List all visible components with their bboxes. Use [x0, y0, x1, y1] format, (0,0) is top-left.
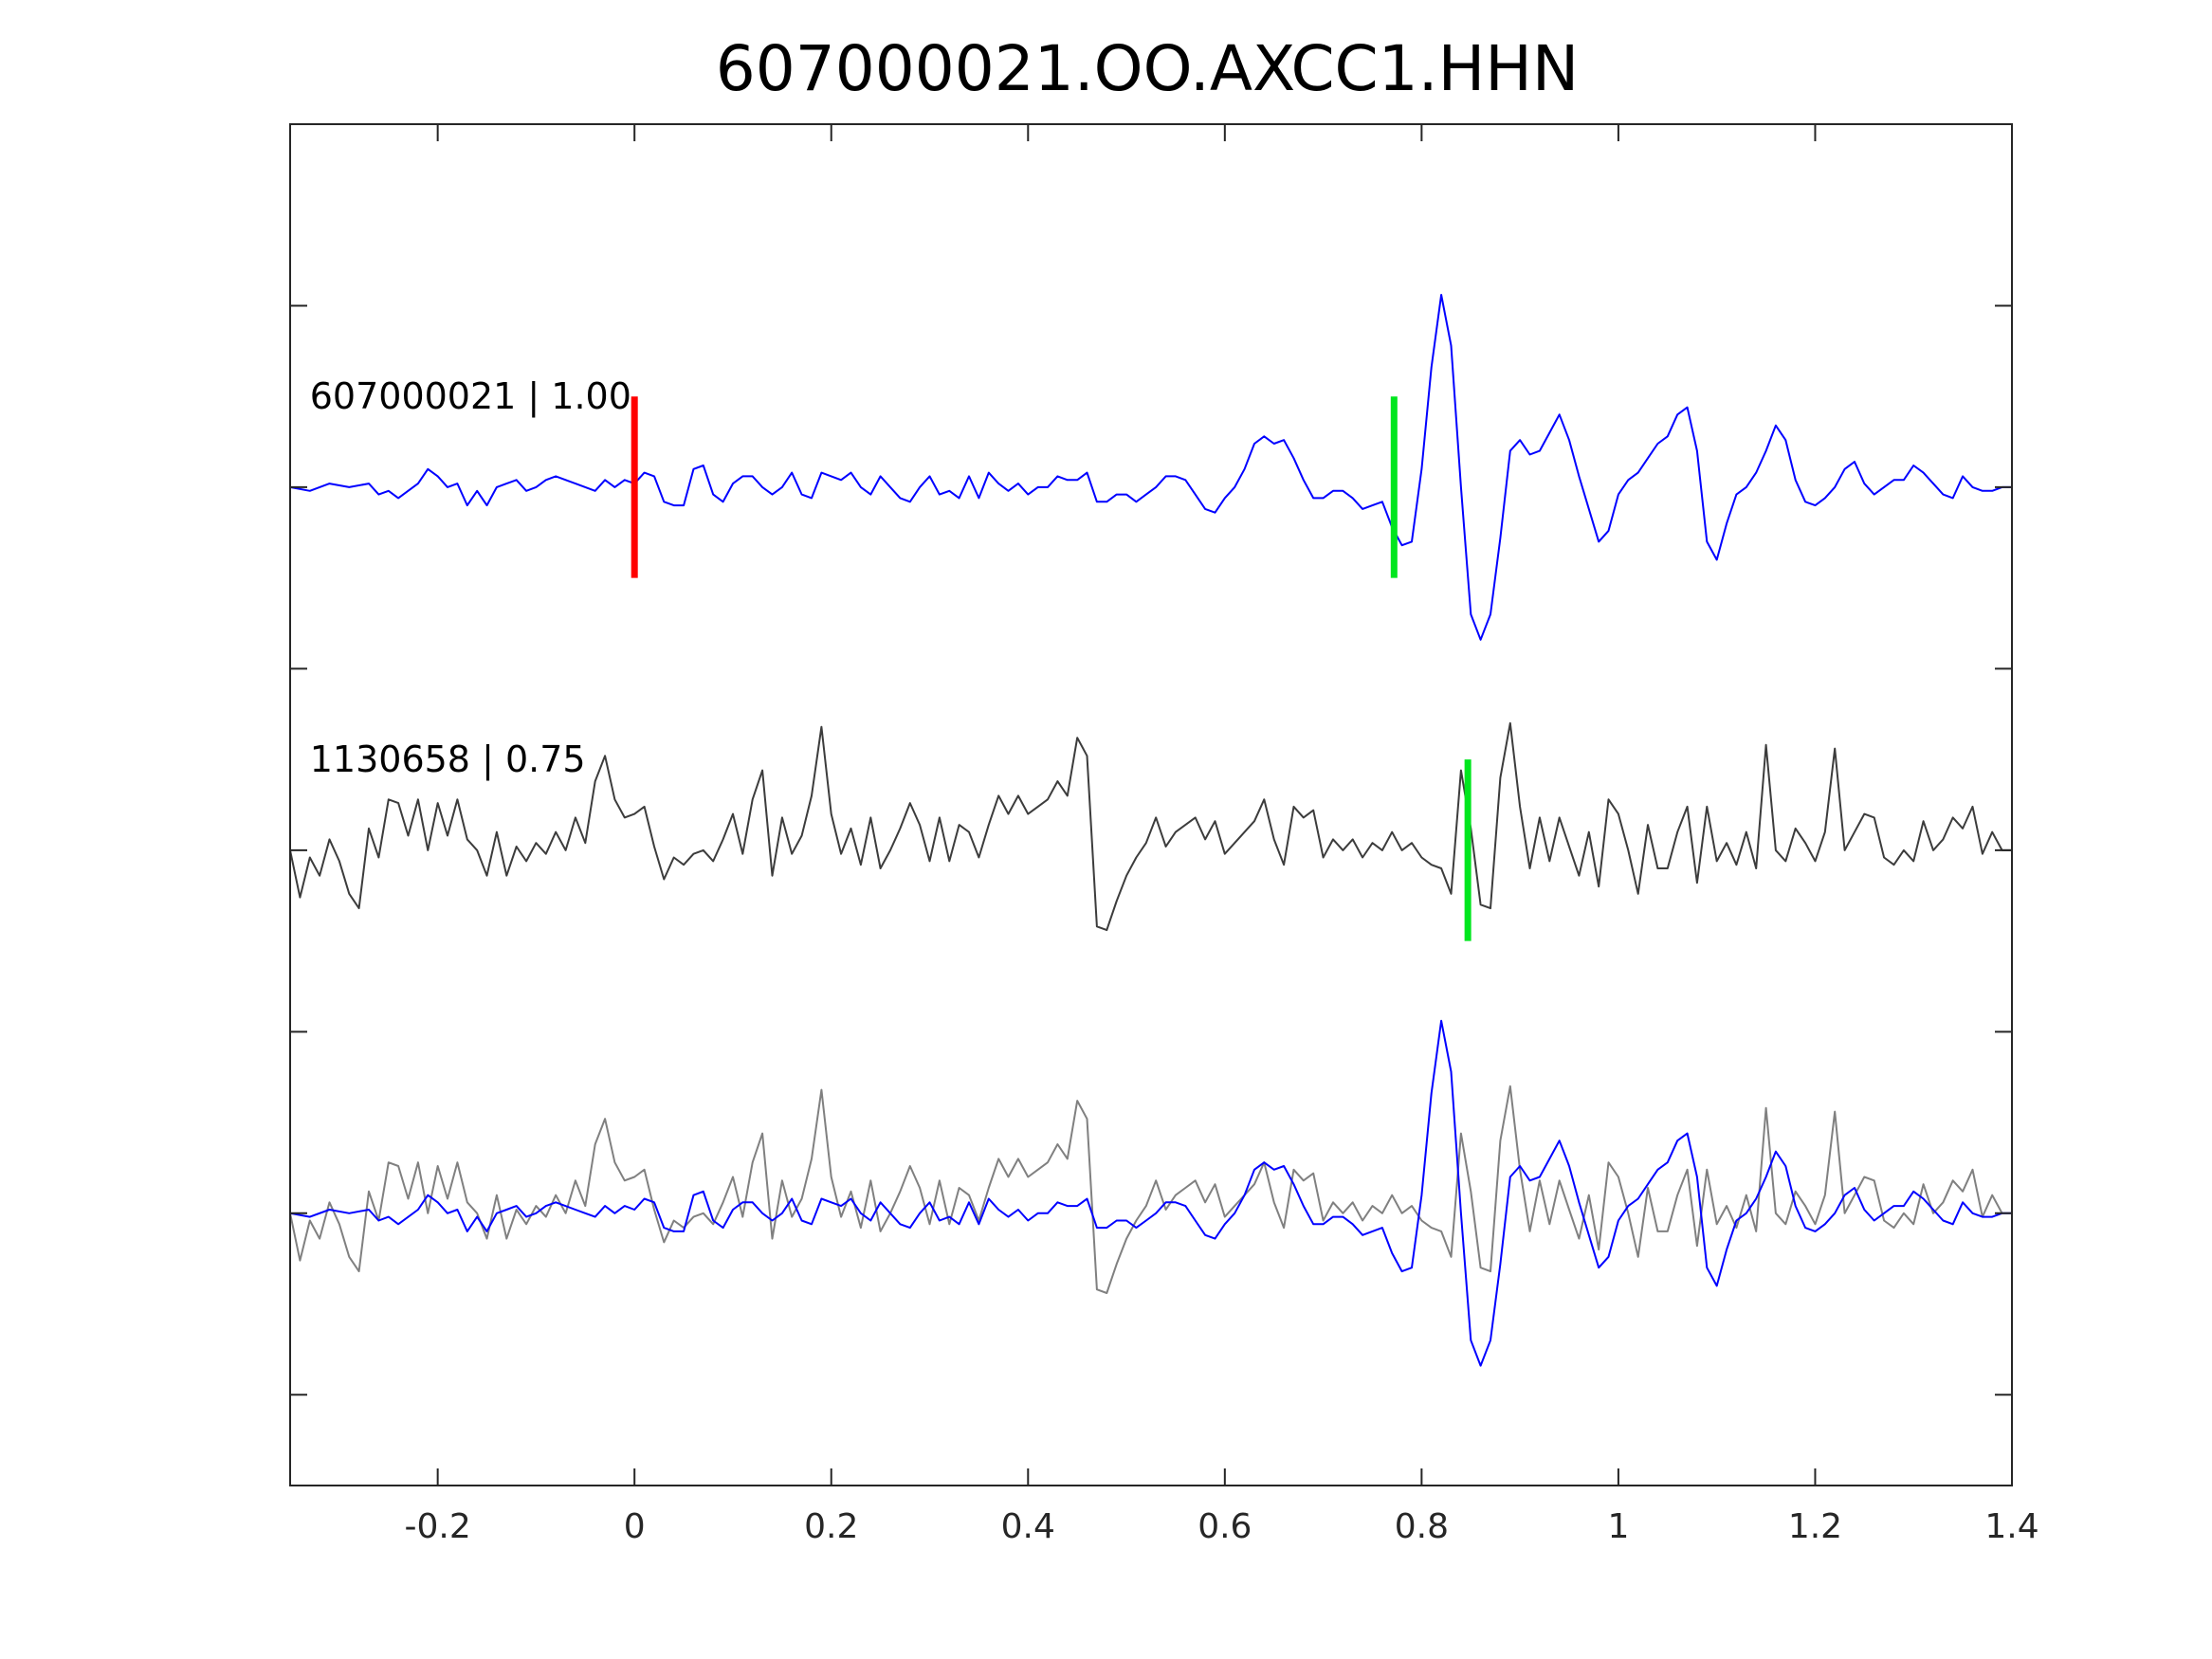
x-tick-label: -0.2	[405, 1507, 471, 1546]
phase-picks	[631, 396, 1472, 941]
x-tick-label: 1.4	[1984, 1507, 2038, 1546]
trace-label-1: 607000021 | 1.00	[310, 375, 631, 418]
x-tick-label: 0.8	[1395, 1507, 1449, 1546]
trace-line-3	[289, 1085, 2012, 1294]
trace-label-2: 1130658 | 0.75	[310, 738, 586, 781]
trace-line-2	[289, 721, 2012, 932]
chart-title: 607000021.OO.AXCC1.HHN	[716, 32, 1579, 105]
trace-line-1	[289, 294, 2012, 641]
x-tick-label: 0.2	[804, 1507, 858, 1546]
x-tick-label: 1.2	[1788, 1507, 1842, 1546]
x-tick-label: 0.6	[1197, 1507, 1252, 1546]
waveform-traces	[289, 294, 2012, 1367]
trace-line-4	[289, 1019, 2012, 1367]
x-tick-label: 0	[624, 1507, 646, 1546]
trace-labels: 607000021 | 1.00 1130658 | 0.75	[310, 375, 631, 781]
axis-ticks: -0.2 0 0.2 0.4 0.6 0.8 1 1.2 1.4	[290, 124, 2039, 1546]
x-tick-label: 1	[1607, 1507, 1629, 1546]
x-tick-label: 0.4	[1001, 1507, 1055, 1546]
plot-frame	[289, 123, 2013, 1486]
